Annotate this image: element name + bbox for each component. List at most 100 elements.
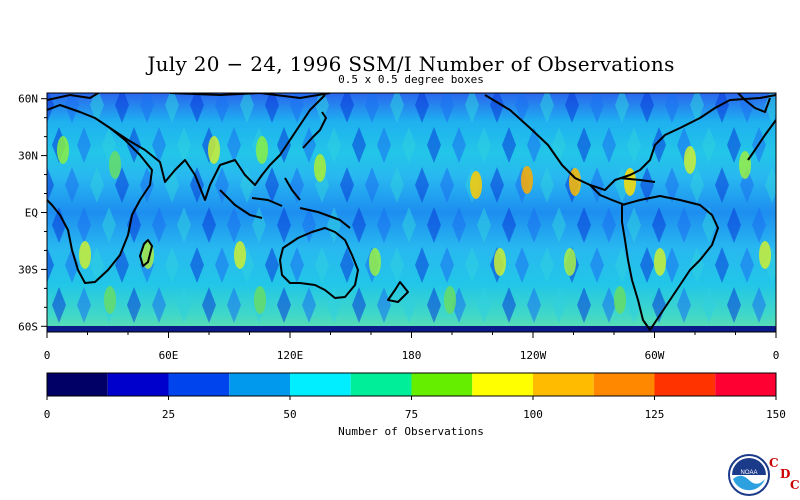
- swath-diamond: [227, 207, 241, 243]
- swath-diamond: [602, 207, 616, 243]
- colorbar-swatch: [533, 373, 594, 396]
- swath-diamond: [340, 247, 354, 283]
- observation-hotspot: [564, 248, 576, 276]
- swath-diamond: [602, 127, 616, 163]
- lon-tick-label: 0: [773, 349, 780, 362]
- swath-diamond: [627, 127, 641, 163]
- swath-diamond: [65, 93, 79, 123]
- swath-diamond: [440, 167, 454, 203]
- coast-greenland: [737, 93, 776, 161]
- lon-tick-label: 180: [402, 349, 422, 362]
- swath-diamond: [265, 247, 279, 283]
- swath-diamond: [127, 287, 141, 323]
- observation-hotspot: [254, 286, 266, 314]
- swath-diamond: [402, 207, 416, 243]
- swath-diamond: [652, 127, 666, 163]
- swath-diamond: [340, 93, 354, 123]
- observation-hotspot: [256, 136, 268, 164]
- swath-diamond: [265, 93, 279, 123]
- colorbar-swatch: [229, 373, 290, 396]
- swath-diamond: [727, 127, 741, 163]
- swath-diamond: [740, 93, 754, 123]
- swath-diamond: [215, 93, 229, 123]
- coast-japan: [302, 111, 327, 149]
- swath-diamond: [227, 127, 241, 163]
- observation-field: [47, 93, 791, 332]
- swath-diamond: [552, 287, 566, 323]
- swath-diamond: [527, 287, 541, 323]
- colorbar-swatch: [107, 373, 169, 396]
- observation-hotspot: [494, 248, 506, 276]
- colorbar-tick-label: 100: [523, 408, 543, 421]
- swath-diamond: [715, 247, 729, 283]
- swath-diamond: [177, 207, 191, 243]
- swath-diamond: [715, 93, 729, 123]
- swath-diamond: [240, 93, 254, 123]
- coastlines: [47, 93, 776, 331]
- swath-diamond: [290, 93, 304, 123]
- swath-diamond: [127, 127, 141, 163]
- lat-tick-label: 60N: [18, 93, 38, 106]
- swath-diamond: [90, 167, 104, 203]
- observation-hotspot: [109, 151, 121, 179]
- coast-madagascar: [139, 239, 153, 267]
- cdc-letter-1: C: [769, 456, 779, 470]
- colorbar-swatch: [290, 373, 351, 396]
- lon-tick-label: 60W: [645, 349, 665, 362]
- swath-diamond: [715, 167, 729, 203]
- coast-australia: [279, 227, 359, 299]
- swath-diamond: [777, 207, 791, 243]
- swath-diamond: [627, 207, 641, 243]
- swath-diamond: [727, 287, 741, 323]
- swath-diamond: [327, 127, 341, 163]
- swath-diamond: [427, 287, 441, 323]
- swath-diamond: [527, 207, 541, 243]
- observation-hotspot: [369, 248, 381, 276]
- swath-diamond: [402, 287, 416, 323]
- swath-diamond: [477, 207, 491, 243]
- swath-diamond: [765, 93, 776, 123]
- noaa-logo-sky: [732, 458, 766, 475]
- observation-hotspot: [57, 136, 69, 164]
- lon-tick-label: 0: [44, 349, 51, 362]
- latitude-axis: 60N 30N EQ 30S 60S: [18, 93, 47, 333]
- colorbar-swatch: [593, 373, 655, 396]
- swath-diamond: [440, 247, 454, 283]
- swath-diamond: [115, 93, 129, 123]
- colorbar-tick-label: 25: [162, 408, 175, 421]
- swath-diamond: [452, 127, 466, 163]
- swath-diamond: [165, 167, 179, 203]
- swath-diamond: [552, 207, 566, 243]
- observation-hotspot: [521, 166, 533, 194]
- swath-diamond: [452, 207, 466, 243]
- swath-diamond: [77, 207, 91, 243]
- swath-diamond: [165, 93, 179, 123]
- swath-diamond: [277, 287, 291, 323]
- lat-tick-label: EQ: [25, 207, 38, 220]
- swath-diamond: [390, 93, 404, 123]
- swath-diamond: [640, 247, 654, 283]
- observation-hotspot: [444, 286, 456, 314]
- swath-diamond: [315, 247, 329, 283]
- swath-diamond: [415, 247, 429, 283]
- observation-hotspot: [759, 241, 771, 269]
- swath-diamond: [440, 93, 454, 123]
- coast-north-america: [484, 94, 776, 191]
- swath-diamond: [427, 127, 441, 163]
- colorbar-swatch: [168, 373, 230, 396]
- swath-diamond: [477, 287, 491, 323]
- observation-hotspot: [684, 146, 696, 174]
- swath-diamond: [502, 127, 516, 163]
- coast-new-zealand: [387, 281, 409, 303]
- swath-diamond: [365, 167, 379, 203]
- lon-tick-label: 120W: [520, 349, 547, 362]
- coast-south-america: [621, 195, 719, 331]
- coast-asia: [109, 94, 326, 201]
- swath-diamond: [702, 287, 716, 323]
- coast-eurasia-north: [47, 93, 331, 101]
- swath-diamond: [152, 127, 166, 163]
- swath-diamond: [690, 247, 704, 283]
- swath-diamond: [665, 247, 679, 283]
- swath-diamond: [277, 207, 291, 243]
- colorbar-swatch: [47, 373, 108, 396]
